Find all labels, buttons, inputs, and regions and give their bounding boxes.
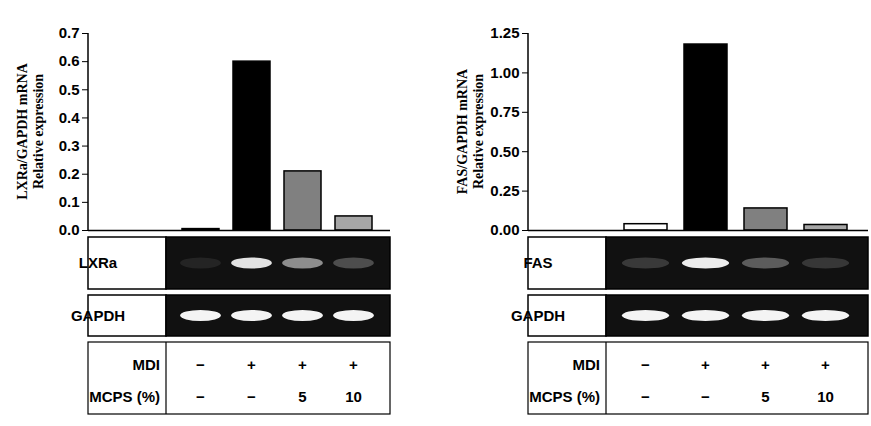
svg-text:0.00: 0.00: [490, 221, 519, 238]
svg-text:0.3: 0.3: [59, 137, 80, 154]
svg-text:MDI: MDI: [573, 356, 601, 373]
svg-text:+: +: [298, 356, 307, 373]
svg-text:LXRa: LXRa: [79, 254, 118, 271]
svg-text:0.7: 0.7: [59, 24, 80, 41]
svg-text:GAPDH: GAPDH: [511, 307, 565, 324]
svg-text:+: +: [349, 356, 358, 373]
svg-text:0.4: 0.4: [59, 109, 81, 126]
svg-text:0.75: 0.75: [490, 103, 519, 120]
svg-text:1.25: 1.25: [490, 24, 519, 41]
svg-text:−: −: [701, 388, 710, 405]
svg-text:−: −: [196, 388, 205, 405]
svg-text:−: −: [641, 356, 650, 373]
svg-text:FAS: FAS: [523, 254, 552, 271]
svg-text:5: 5: [761, 388, 769, 405]
svg-text:−: −: [641, 388, 650, 405]
svg-text:0.6: 0.6: [59, 52, 80, 69]
svg-text:−: −: [247, 388, 256, 405]
svg-text:0.50: 0.50: [490, 143, 519, 160]
svg-text:MCPS (%): MCPS (%): [529, 388, 600, 405]
svg-text:+: +: [821, 356, 830, 373]
svg-text:LXRa/GAPDH mRNARelative expres: LXRa/GAPDH mRNARelative expression: [15, 62, 46, 199]
svg-text:+: +: [247, 356, 256, 373]
svg-text:0.2: 0.2: [59, 165, 80, 182]
svg-text:0.25: 0.25: [490, 182, 519, 199]
svg-text:10: 10: [817, 388, 834, 405]
svg-text:GAPDH: GAPDH: [71, 307, 125, 324]
svg-text:0.5: 0.5: [59, 81, 80, 98]
svg-text:MDI: MDI: [133, 356, 161, 373]
svg-text:1.00: 1.00: [490, 64, 519, 81]
svg-text:FAS/GAPDH mRNARelative express: FAS/GAPDH mRNARelative expression: [455, 68, 486, 194]
svg-text:+: +: [701, 356, 710, 373]
svg-text:MCPS (%): MCPS (%): [89, 388, 160, 405]
svg-text:10: 10: [345, 388, 362, 405]
svg-text:+: +: [761, 356, 770, 373]
svg-text:5: 5: [298, 388, 306, 405]
svg-text:−: −: [196, 356, 205, 373]
svg-text:0.1: 0.1: [59, 193, 80, 210]
svg-text:0.0: 0.0: [59, 221, 80, 238]
